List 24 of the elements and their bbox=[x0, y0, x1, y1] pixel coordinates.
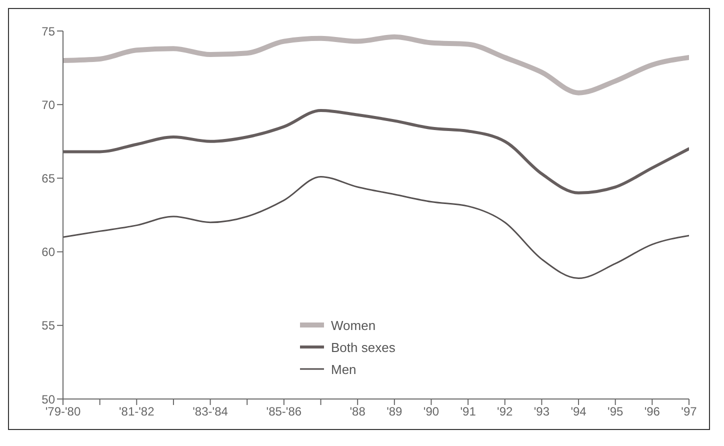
legend-label: Men bbox=[331, 362, 356, 376]
x-tick-label: '79-'80 bbox=[45, 404, 81, 419]
y-tick-label: 60 bbox=[42, 245, 56, 260]
x-tick-label: '92 bbox=[497, 404, 514, 419]
y-tick-label: 70 bbox=[42, 98, 56, 112]
legend-label: Women bbox=[331, 318, 376, 332]
x-tick-label: '93 bbox=[534, 404, 550, 419]
y-tick-label: 75 bbox=[42, 24, 56, 38]
y-tick-label: 50 bbox=[42, 392, 56, 406]
x-tick-label: '97 bbox=[681, 404, 698, 419]
x-tick-label: '91 bbox=[460, 404, 476, 419]
x-tick-label: '88 bbox=[350, 404, 366, 419]
x-tick-label: '95 bbox=[608, 404, 624, 419]
x-tick-label: '81-'82 bbox=[119, 404, 155, 419]
x-tick-label: '96 bbox=[644, 404, 660, 419]
x-tick-label: '94 bbox=[570, 404, 587, 419]
y-tick-label: 65 bbox=[42, 171, 56, 186]
x-tick-label: '85-'86 bbox=[266, 404, 302, 419]
y-tick-label: 55 bbox=[42, 318, 56, 333]
x-tick-label: '83-'84 bbox=[192, 404, 228, 419]
line-series bbox=[63, 176, 689, 280]
x-tick-label: '89 bbox=[386, 404, 403, 419]
legend-label: Both sexes bbox=[331, 340, 396, 354]
x-tick-label: '90 bbox=[423, 404, 440, 419]
